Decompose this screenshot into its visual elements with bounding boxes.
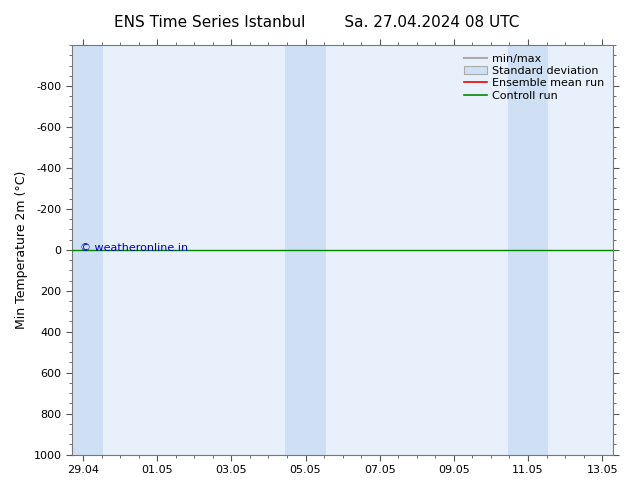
Y-axis label: Min Temperature 2m (°C): Min Temperature 2m (°C)	[15, 171, 28, 329]
Text: ENS Time Series Istanbul        Sa. 27.04.2024 08 UTC: ENS Time Series Istanbul Sa. 27.04.2024 …	[114, 15, 520, 30]
Legend: min/max, Standard deviation, Ensemble mean run, Controll run: min/max, Standard deviation, Ensemble me…	[461, 50, 608, 104]
Bar	[508, 45, 548, 455]
Bar	[285, 45, 326, 455]
Text: © weatheronline.in: © weatheronline.in	[80, 243, 188, 253]
Bar	[63, 45, 103, 455]
